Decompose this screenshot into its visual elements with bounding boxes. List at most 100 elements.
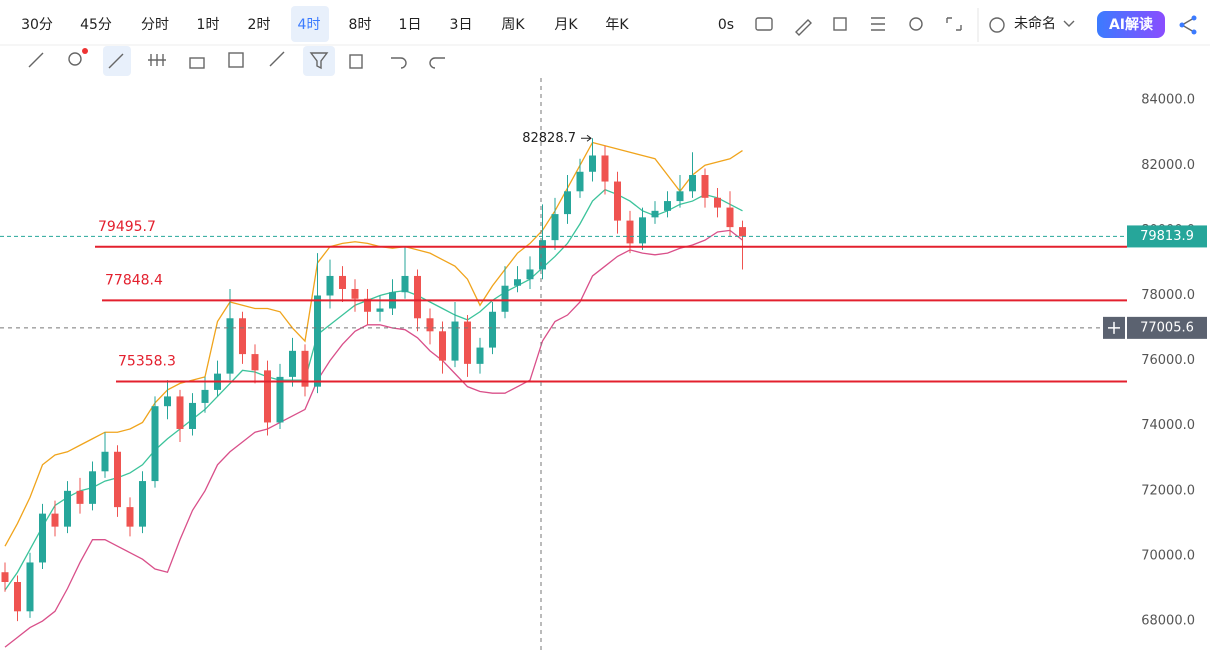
candle-body [501, 285, 509, 312]
candle-body [126, 507, 134, 527]
interval-tab[interactable]: 年K [605, 17, 629, 33]
ai-button[interactable] [1097, 11, 1165, 38]
badge [82, 48, 88, 54]
timer: 0s [718, 17, 734, 33]
draw-icon[interactable] [108, 53, 124, 69]
indicator-icon[interactable] [148, 54, 166, 66]
interval-tab[interactable]: 8时 [349, 17, 372, 33]
candle-body [176, 396, 184, 429]
interval-tab[interactable]: 4时 [298, 17, 321, 33]
candle-body [51, 513, 59, 527]
pen-icon[interactable] [795, 19, 812, 36]
candle-body [1, 572, 9, 582]
candle-body [76, 490, 84, 504]
band-line [4, 229, 743, 648]
candle-body [639, 217, 646, 244]
candle-body [514, 279, 521, 286]
interval-tab[interactable]: 30分 [21, 17, 53, 33]
candle-body [439, 331, 446, 361]
list-icon[interactable] [871, 17, 885, 31]
candle-body [664, 201, 671, 211]
candle-body [89, 471, 96, 504]
candle-body [201, 389, 209, 403]
candle-body [426, 318, 434, 332]
candle-body [739, 227, 746, 237]
candle-body [551, 214, 559, 241]
active-tool-bg [303, 46, 335, 76]
interval-tab[interactable]: 1日 [399, 17, 422, 33]
candle-body [101, 451, 109, 472]
template-icon[interactable] [228, 52, 244, 68]
candle-body [451, 321, 459, 361]
interval-tab[interactable]: 周K [501, 17, 525, 33]
candle-body [339, 275, 346, 289]
last-price-label: 79813.9 [1140, 229, 1194, 244]
y-tick-label: 70000.0 [1141, 548, 1195, 563]
plus-icon [1108, 321, 1120, 334]
undo-icon[interactable] [391, 57, 407, 69]
note-icon[interactable] [833, 17, 847, 31]
y-tick-label: 82000.0 [1141, 158, 1195, 173]
interval-tab[interactable]: 1时 [197, 17, 220, 33]
candle-body [14, 582, 21, 612]
candle-body [251, 354, 259, 371]
candle-body [239, 318, 246, 355]
candle-body [676, 191, 684, 202]
redo-icon[interactable] [429, 57, 445, 69]
share-dot [1191, 15, 1197, 21]
candle-body [539, 240, 546, 270]
toolbar-icons [28, 8, 1197, 70]
candle-body [326, 275, 334, 296]
delete-icon[interactable] [349, 54, 363, 69]
candle-body [376, 308, 384, 312]
candle-body [314, 295, 321, 387]
share-dot [1191, 29, 1197, 35]
y-tick-label: 78000.0 [1141, 288, 1195, 303]
candle-body [476, 347, 484, 364]
crosshair-label: 77005.6 [1140, 320, 1194, 335]
interval-tab[interactable]: 2时 [248, 17, 271, 33]
zoom-icon[interactable] [68, 52, 82, 66]
candle-body [264, 370, 271, 423]
ruler-icon[interactable] [28, 52, 44, 68]
y-tick-label: 84000.0 [1141, 93, 1195, 108]
magnet-icon[interactable] [269, 51, 285, 67]
candle-body [401, 275, 409, 293]
candle-body [614, 181, 621, 221]
candle-body [351, 288, 359, 299]
lock-icon[interactable] [189, 57, 205, 69]
ai-label[interactable]: AI解读 [1109, 16, 1153, 33]
candle-body [601, 155, 609, 182]
candle-body [164, 396, 171, 407]
camera-icon[interactable] [755, 17, 773, 31]
level-label: 77848.4 [105, 272, 163, 288]
interval-tab[interactable]: 45分 [80, 17, 112, 33]
dropdown-icon[interactable] [1063, 20, 1075, 27]
candle-body [364, 298, 371, 312]
active-interval-bg [291, 6, 329, 42]
last-price-tag [1127, 225, 1207, 248]
candle-body [64, 490, 71, 527]
filter-icon[interactable] [309, 52, 329, 70]
band-line [4, 141, 743, 547]
max-label: 82828.7 [522, 131, 576, 146]
layout-name[interactable]: 未命名 [1014, 15, 1056, 32]
interval-tab[interactable]: 分时 [141, 17, 169, 33]
candle-body [651, 210, 659, 218]
candle-body [301, 350, 309, 387]
fullscreen-icon[interactable] [946, 17, 962, 31]
interval-tab[interactable]: 月K [554, 17, 578, 33]
candle-body [151, 406, 159, 482]
candle-body [489, 311, 496, 348]
level-label: 75358.3 [118, 353, 176, 369]
share-dot [1179, 22, 1185, 28]
interval-tab[interactable]: 3日 [450, 17, 473, 33]
active-tool-bg [103, 46, 131, 76]
candle-body [189, 402, 196, 429]
candle-body [726, 207, 734, 228]
candle-body [564, 191, 571, 215]
settings-icon[interactable] [909, 17, 923, 31]
plot [1, 138, 746, 648]
max-arrow [581, 134, 592, 142]
level-label: 79495.7 [98, 219, 156, 235]
